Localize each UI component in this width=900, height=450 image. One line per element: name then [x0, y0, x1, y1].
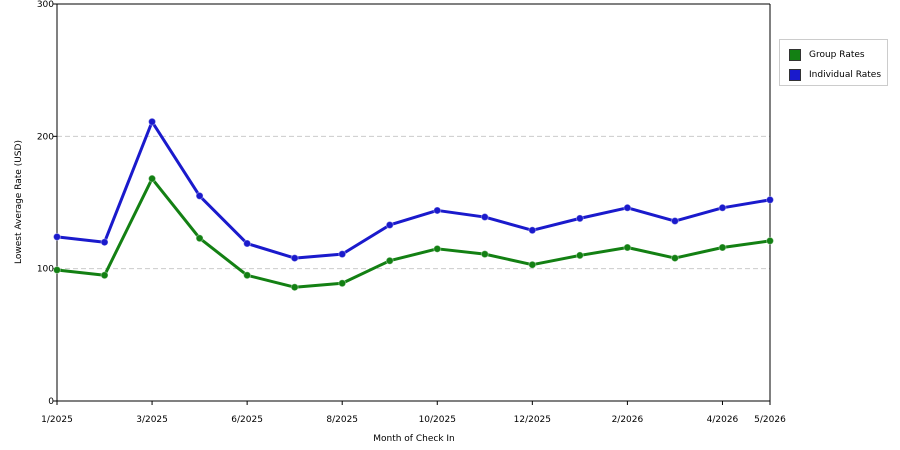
x-tick-label: 6/2025 [231, 415, 263, 425]
data-point [385, 220, 394, 229]
data-point [243, 271, 252, 280]
data-point [575, 214, 584, 223]
legend-item-group-rates: Group Rates [789, 48, 865, 62]
data-point [718, 203, 727, 212]
axes [56, 3, 771, 402]
legend-swatch-group-rates [789, 49, 801, 61]
legend-swatch-individual-rates [789, 69, 801, 81]
data-point [528, 226, 537, 235]
data-point [100, 238, 109, 247]
y-tick-label: 0 [48, 397, 54, 407]
legend-item-individual-rates: Individual Rates [789, 68, 881, 82]
data-point [623, 203, 632, 212]
data-point [53, 232, 61, 241]
data-point [338, 279, 347, 288]
series-individual-rates [53, 117, 774, 263]
data-point [480, 213, 489, 222]
x-tick-label: 2/2026 [612, 415, 644, 425]
x-tick-label: 1/2025 [41, 415, 73, 425]
x-tick-label: 3/2025 [136, 415, 168, 425]
x-axis-title: Month of Check In [373, 434, 455, 444]
data-point [385, 256, 394, 265]
data-point [148, 174, 157, 183]
x-tick-label: 10/2025 [419, 415, 456, 425]
data-point [623, 243, 632, 252]
data-point [195, 234, 204, 243]
y-ticks: 0 100 200 300 [37, 0, 57, 407]
legend: Group Rates Individual Rates [779, 39, 888, 86]
series-group-rates [53, 174, 774, 292]
data-point [148, 117, 157, 126]
data-point [575, 251, 584, 260]
data-point [338, 250, 347, 259]
data-point [433, 206, 442, 215]
x-tick-label: 12/2025 [514, 415, 551, 425]
data-point [100, 271, 109, 280]
data-point [766, 195, 774, 204]
data-point [480, 250, 489, 259]
data-point [718, 243, 727, 252]
grid-lines [57, 135, 770, 270]
x-tick-label: 5/2026 [754, 415, 786, 425]
x-tick-label: 4/2026 [707, 415, 739, 425]
y-tick-label: 200 [37, 132, 54, 142]
data-point [195, 191, 204, 200]
x-ticks: 1/2025 3/2025 6/2025 8/2025 10/2025 12/2025 2/… [41, 401, 786, 425]
series-line [56, 177, 771, 289]
y-tick-label: 300 [37, 0, 54, 10]
x-tick-label: 8/2025 [326, 415, 358, 425]
y-axis-title: Lowest Average Rate (USD) [14, 140, 24, 264]
data-point [766, 236, 774, 245]
series-line [56, 120, 771, 260]
data-point [290, 283, 299, 292]
data-point [243, 239, 252, 248]
data-point [670, 254, 679, 263]
series-group [53, 117, 774, 292]
data-point [290, 254, 299, 263]
legend-label-group-rates: Group Rates [809, 50, 865, 60]
y-tick-label: 100 [37, 265, 54, 275]
legend-label-individual-rates: Individual Rates [809, 70, 882, 80]
data-point [433, 244, 442, 253]
data-point [670, 217, 679, 226]
data-point [528, 260, 537, 269]
data-point [53, 265, 61, 274]
